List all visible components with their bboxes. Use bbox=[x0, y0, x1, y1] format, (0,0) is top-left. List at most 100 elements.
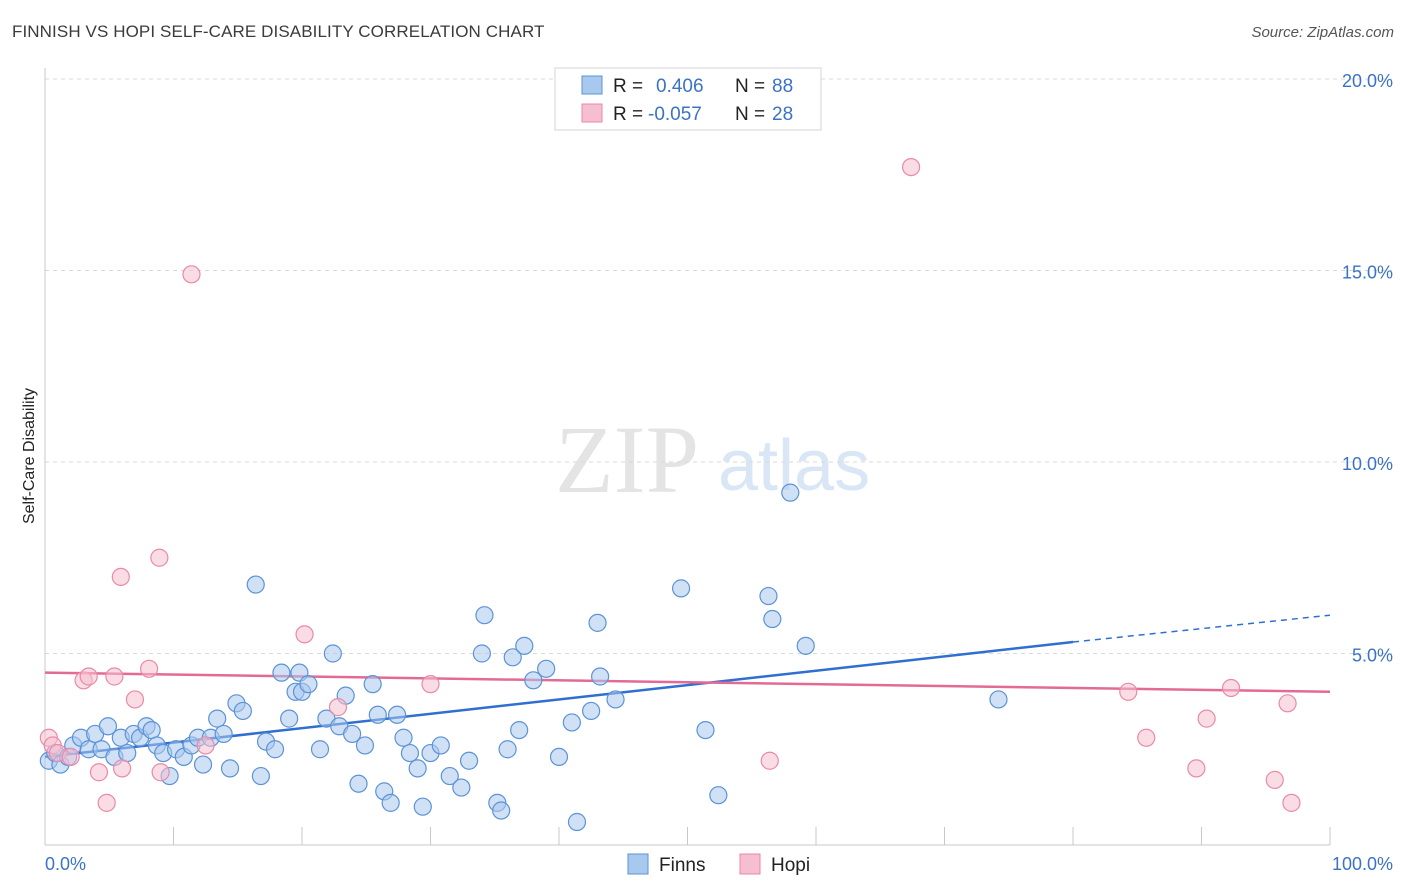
hopi-point bbox=[89, 763, 109, 782]
finns-point bbox=[220, 759, 240, 778]
finns-point bbox=[323, 644, 342, 663]
hopi-point bbox=[328, 698, 348, 717]
hopi-point bbox=[151, 763, 170, 782]
hopi-point bbox=[139, 659, 159, 678]
finns-point bbox=[562, 713, 581, 732]
finns-point bbox=[400, 743, 420, 763]
hopi-point bbox=[125, 690, 145, 709]
hopi-point bbox=[295, 625, 314, 644]
finns-point bbox=[440, 766, 459, 786]
finns-point bbox=[759, 586, 778, 606]
legend-n-value-finns: 88 bbox=[772, 76, 793, 97]
hopi-point bbox=[901, 157, 921, 177]
finns-point bbox=[208, 709, 227, 728]
y-tick-label: 10.0% bbox=[1342, 454, 1393, 474]
finns-point bbox=[781, 483, 800, 502]
finns-point bbox=[459, 751, 479, 770]
finns-point bbox=[355, 736, 375, 755]
finns-point bbox=[349, 774, 368, 793]
finns-point bbox=[310, 740, 330, 759]
y-tick-label: 20.0% bbox=[1342, 71, 1393, 91]
legend-r-label-hopi: R = bbox=[613, 104, 643, 125]
hopi-point bbox=[61, 747, 80, 767]
bottom-legend-label-hopi: Hopi bbox=[771, 855, 810, 876]
hopi-point bbox=[1187, 759, 1206, 778]
finns-point bbox=[452, 778, 471, 797]
stats-legend: R = 0.406 N = 88 R = -0.057 N = 28 bbox=[554, 67, 822, 131]
x-tick-label: 100.0% bbox=[1332, 854, 1393, 874]
finns-trend-extension bbox=[1072, 614, 1331, 643]
chart-title: FINNISH VS HOPI SELF-CARE DISABILITY COR… bbox=[12, 22, 545, 41]
legend-n-label-finns: N = bbox=[735, 76, 765, 97]
axes bbox=[44, 68, 1331, 846]
finns-point bbox=[671, 579, 691, 598]
finns-point bbox=[696, 720, 715, 740]
hopi-point bbox=[150, 548, 169, 567]
finns-point bbox=[394, 728, 413, 747]
y-tick-label: 15.0% bbox=[1342, 263, 1393, 283]
finns-point bbox=[549, 747, 569, 767]
finns-point bbox=[796, 636, 815, 655]
finns-point bbox=[498, 740, 517, 759]
finns-point bbox=[251, 766, 270, 786]
bottom-legend-swatch-finns bbox=[627, 853, 649, 875]
finns-point bbox=[515, 636, 534, 655]
bottom-legend-label-finns: Finns bbox=[659, 855, 705, 876]
finns-point bbox=[363, 675, 382, 694]
finns-point bbox=[299, 675, 318, 694]
hopi-point bbox=[1221, 678, 1241, 698]
legend-n-label-hopi: N = bbox=[735, 104, 765, 125]
finns-point bbox=[510, 720, 529, 740]
hopi-point bbox=[111, 567, 130, 587]
finns-point bbox=[408, 759, 427, 778]
finns-point bbox=[588, 613, 607, 632]
hopi-point bbox=[105, 667, 124, 686]
legend-swatch-finns bbox=[581, 75, 603, 95]
watermark-zip: ZIP bbox=[555, 406, 699, 513]
hopi-point bbox=[97, 793, 116, 812]
hopi-point bbox=[182, 265, 201, 284]
finns-point bbox=[265, 740, 285, 759]
finns-point bbox=[606, 690, 625, 709]
hopi-point bbox=[112, 759, 132, 778]
source-label: Source: ZipAtlas.com bbox=[1251, 24, 1394, 41]
bottom-legend-swatch-hopi bbox=[739, 853, 761, 875]
trend-lines bbox=[44, 614, 1331, 759]
finns-point bbox=[272, 663, 291, 682]
finns-point bbox=[591, 667, 610, 686]
finns-point bbox=[280, 709, 299, 728]
tick-labels: 5.0% 10.0% 15.0% 20.0% 0.0% 100.0% bbox=[45, 71, 1393, 874]
hopi-point bbox=[1197, 709, 1216, 728]
y-axis-label: Self-Care Disability bbox=[21, 388, 38, 524]
finns-point bbox=[368, 705, 387, 724]
finns-point bbox=[413, 797, 432, 816]
hopi-point bbox=[1282, 793, 1301, 812]
finns-point bbox=[233, 701, 252, 721]
finns-point bbox=[537, 659, 556, 678]
finns-point bbox=[524, 671, 543, 690]
hopi-point bbox=[1137, 728, 1156, 747]
finns-point bbox=[193, 755, 213, 774]
grid-lines bbox=[45, 78, 1392, 654]
finns-point bbox=[989, 690, 1008, 709]
hopi-point bbox=[760, 751, 779, 770]
finns-point bbox=[472, 644, 491, 663]
finns-point bbox=[709, 786, 728, 805]
legend-r-value-hopi: -0.057 bbox=[648, 104, 702, 125]
finns-point bbox=[582, 701, 601, 721]
finns-point bbox=[492, 801, 511, 820]
finns-point bbox=[142, 720, 161, 740]
series-legend: Finns Hopi bbox=[627, 853, 810, 876]
hopi-point bbox=[1265, 770, 1284, 789]
finns-point bbox=[387, 705, 407, 724]
legend-n-value-hopi: 28 bbox=[772, 104, 793, 125]
finns-point bbox=[343, 724, 362, 744]
hopi-point bbox=[421, 675, 440, 694]
hopi-trend-line bbox=[44, 671, 1331, 694]
hopi-point bbox=[1119, 682, 1138, 701]
finns-point bbox=[503, 648, 522, 667]
hopi-point bbox=[79, 667, 98, 686]
hopi-point bbox=[1278, 694, 1297, 713]
legend-r-value-finns: 0.406 bbox=[656, 76, 704, 97]
